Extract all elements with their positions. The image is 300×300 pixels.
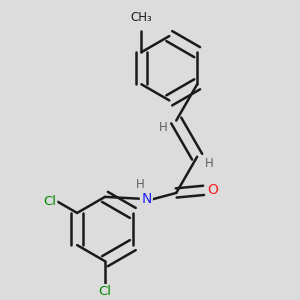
Text: H: H [159,121,168,134]
Text: H: H [205,158,214,170]
Text: O: O [207,183,218,197]
Text: H: H [136,178,144,191]
Text: Cl: Cl [43,195,56,208]
Text: N: N [141,192,152,206]
Text: CH₃: CH₃ [130,11,152,24]
Text: Cl: Cl [98,285,112,298]
